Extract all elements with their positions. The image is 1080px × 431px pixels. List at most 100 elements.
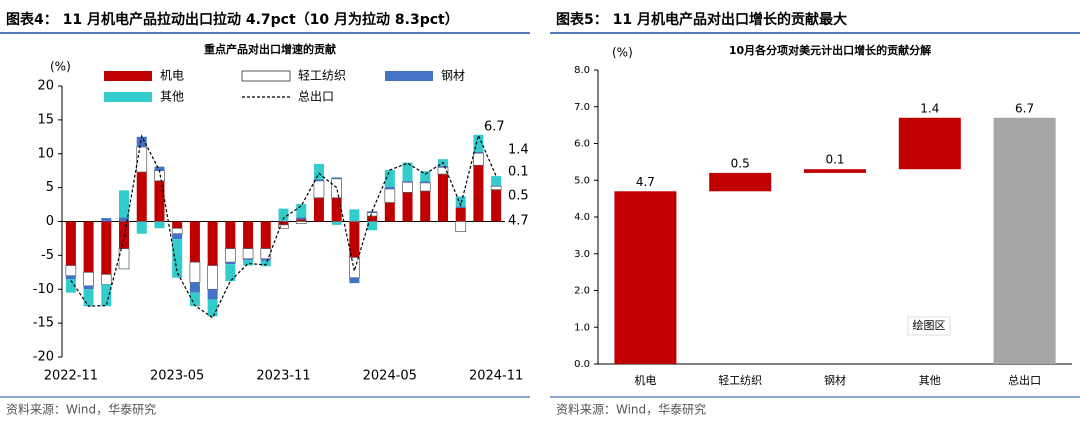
y-tick-label: -15 [33,316,54,331]
bar-segment [65,279,76,293]
bar-segment [278,224,289,229]
figure-title: 图表5： 11 月机电产品对出口增长的贡献最大 [556,11,847,28]
x-tick-label: 2022-11 [44,369,98,384]
chart-title: 10月各分项对美元计出口增长的贡献分解 [729,43,931,57]
bar-segment [154,180,165,222]
bar-segment [349,209,360,222]
y-tick-label: 10 [37,146,54,161]
bar-segment [207,265,218,290]
bar-segment [420,171,431,182]
y-tick-label: 20 [37,79,54,94]
bar-segment [243,258,254,261]
bar-segment [154,221,165,229]
bar-segment [278,221,289,225]
bar-segment [455,206,466,208]
bar-segment [172,221,183,229]
bar-segment [491,176,502,186]
bar-segment [296,217,307,220]
bar-segment [83,285,94,290]
bar-segment [313,197,324,222]
x-tick-label: 总出口 [1008,373,1041,387]
bar-segment [101,218,112,222]
bar-segment [243,260,254,266]
bar-segment [491,185,502,187]
x-tick-label: 其他 [919,374,941,387]
legend-label: 总出口 [298,90,334,104]
bar-segment [136,172,147,222]
bar-segment [65,275,76,280]
bar-segment [473,151,484,154]
bar-segment [242,248,254,260]
bar-segment [225,221,236,249]
bar-segment [83,289,94,307]
y-tick-label: 1.0 [574,322,590,333]
legend-swatch [104,71,152,81]
legend-label: 轻工纺织 [298,69,346,83]
bar-segment [331,197,342,222]
data-label: 6.7 [1015,101,1034,115]
bar-segment [189,261,201,283]
bar-segment [384,186,395,189]
bar-segment [189,221,200,263]
bar-segment [331,221,342,225]
bar-segment [420,191,431,222]
data-label: 1.4 [920,101,939,115]
annotation-box [907,316,951,336]
bar [804,169,866,173]
bar-segment [136,221,147,234]
bar-segment [367,216,378,222]
bar-segment [349,277,360,284]
bar-segment [313,179,324,181]
bar-segment [136,146,148,173]
bar-segment [295,221,307,224]
bar-segment [278,208,289,221]
y-axis-label: (%) [612,46,633,60]
bar-segment [367,211,378,213]
legend-label: 机电 [160,69,184,83]
data-label: 0.1 [825,153,844,167]
source: 资料来源：Wind，华泰研究 [556,402,706,417]
bar-segment [313,163,324,180]
bar-segment [296,203,307,218]
figure-title: 图表4： 11 月机电产品拉动出口拉动 4.7pct（10 月为拉动 8.3pc… [6,11,459,28]
bar-segment [100,273,112,285]
bar-segment [349,257,360,279]
data-label: 1.4 [508,143,529,158]
bar-segment [419,182,431,192]
bar-segment [260,258,271,261]
bar-segment [490,185,502,191]
bar-segment [455,221,467,233]
x-tick-label: 2024-11 [469,369,523,384]
x-tick-label: 机电 [634,373,656,387]
bar-segment [119,190,130,218]
y-tick-label: 7.0 [574,102,590,113]
y-tick-label: 4.0 [574,212,590,223]
x-tick-label: 钢材 [824,373,846,387]
bar-segment [225,262,236,265]
y-axis-label: (%) [50,60,71,74]
bar-segment [366,212,378,217]
data-label: 0.5 [731,156,750,170]
y-tick-label: 6.0 [574,139,590,150]
y-tick-label: 2.0 [574,286,590,297]
bar-segment [171,227,183,235]
bar-segment [437,174,448,222]
data-label: 6.7 [484,120,505,135]
y-tick-label: -10 [33,282,54,297]
bar-segment [402,192,413,222]
bar-segment [420,181,431,183]
bar-segment [313,180,325,199]
bar-segment [402,162,413,181]
data-label: 4.7 [636,175,655,189]
bar-segment [136,136,147,147]
y-tick-label: 8.0 [574,65,590,76]
bar-segment [101,221,112,275]
bar-segment [491,189,502,222]
bar-segment [384,188,396,203]
bar-segment [473,134,484,152]
bar-segment [172,233,183,240]
total-line [70,133,497,319]
bar-segment [349,221,360,258]
y-tick-label: 0.0 [574,359,590,370]
